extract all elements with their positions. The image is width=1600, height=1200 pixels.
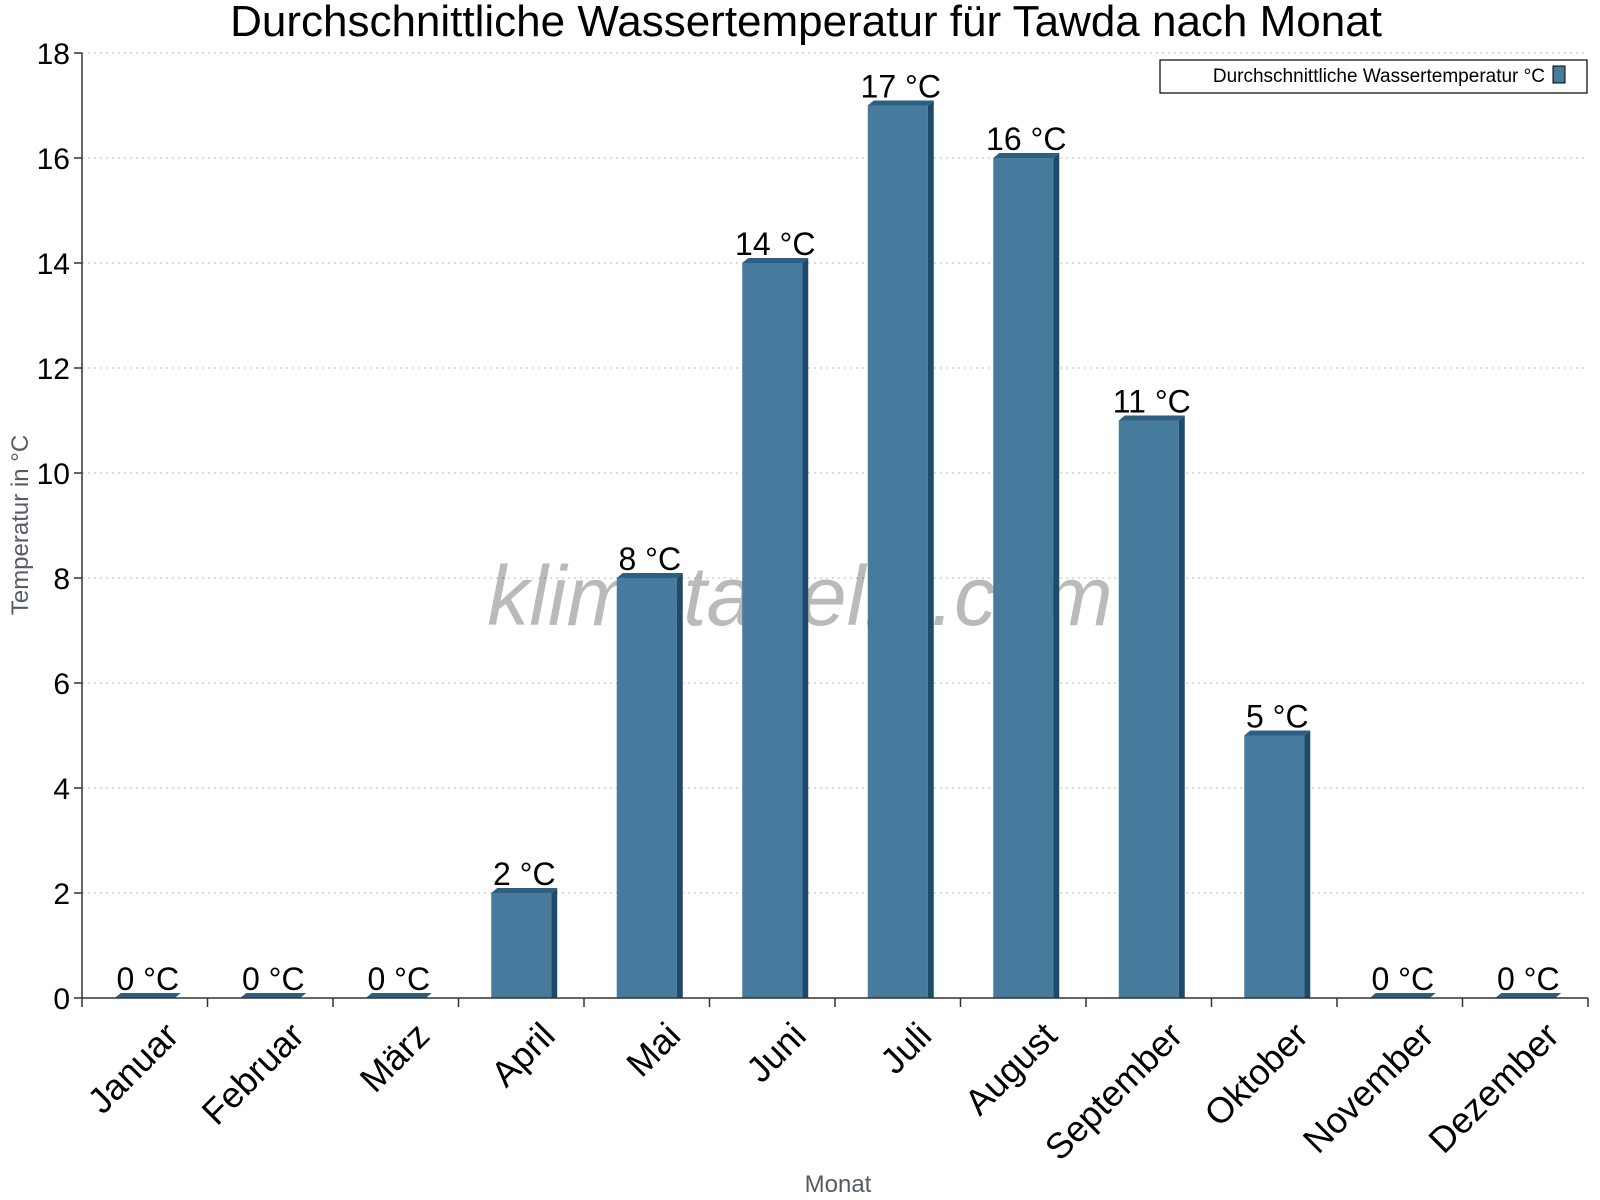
x-tick-label: September: [1037, 1014, 1191, 1168]
x-tick-label: Juli: [872, 1014, 939, 1081]
x-tick-label: Dezember: [1420, 1014, 1566, 1160]
bar-top: [742, 258, 809, 263]
data-label: 0 °C: [242, 961, 305, 997]
y-axis-label: Temperatur in °C: [7, 435, 34, 615]
data-label: 0 °C: [1497, 961, 1560, 997]
bar-side: [1178, 415, 1185, 998]
bar-top: [616, 573, 683, 578]
bar-group-november: [1369, 993, 1436, 998]
data-label: 0 °C: [367, 961, 430, 997]
bar: [742, 263, 803, 998]
bar-top: [491, 888, 558, 893]
bar-group-februar: [240, 993, 307, 998]
data-label: 16 °C: [986, 121, 1066, 157]
bar-group-oktober: [1244, 730, 1311, 998]
y-tick-label: 10: [37, 458, 70, 491]
bar-side: [802, 258, 809, 998]
legend-swatch: [1552, 65, 1566, 84]
bar-side: [676, 573, 683, 998]
bar-group-märz: [365, 993, 432, 998]
bar-top: [1495, 993, 1562, 998]
x-tick-label: März: [352, 1014, 438, 1100]
bar-group-juli: [867, 100, 934, 998]
bar-top: [1244, 730, 1311, 736]
data-label: 17 °C: [861, 69, 941, 105]
bar-group-september: [1118, 415, 1185, 998]
bar: [867, 105, 928, 998]
x-tick-label: Oktober: [1196, 1014, 1316, 1134]
y-tick-label: 0: [53, 983, 70, 1016]
y-tick-label: 16: [37, 143, 70, 176]
bar-group-april: [491, 888, 558, 998]
data-label: 2 °C: [493, 856, 556, 892]
data-label: 5 °C: [1246, 699, 1309, 735]
legend: Durchschnittliche Wassertemperatur °C: [1159, 59, 1588, 94]
legend-swatch-rect: [1552, 65, 1566, 84]
bar-top: [114, 993, 181, 998]
bar-group-august: [993, 153, 1060, 998]
chart-title: Durchschnittliche Wassertemperatur für T…: [230, 0, 1382, 46]
legend-label: Durchschnittliche Wassertemperatur °C: [1213, 66, 1545, 87]
bar: [491, 893, 552, 998]
x-tick-label: Februar: [194, 1014, 312, 1132]
bar-top: [1118, 415, 1185, 421]
y-tick-label: 6: [53, 668, 70, 701]
y-tick-label: 4: [53, 773, 70, 806]
x-tick-label: Januar: [79, 1014, 186, 1121]
grid-layer: [82, 52, 1588, 894]
y-tick-label: 18: [37, 38, 70, 71]
y-tick-label: 2: [53, 878, 70, 911]
x-tick-label: Mai: [618, 1014, 688, 1084]
data-label: 8 °C: [618, 541, 681, 577]
bar-top: [993, 153, 1060, 158]
data-label: 0 °C: [1371, 961, 1434, 997]
bar-top: [240, 993, 307, 998]
data-label: 0 °C: [116, 961, 179, 997]
bar-group-mai: [616, 573, 683, 998]
x-tick-label: April: [483, 1014, 563, 1094]
y-tick-label: 14: [37, 248, 70, 281]
x-tick-label: November: [1295, 1014, 1441, 1160]
bar-side: [1053, 153, 1060, 998]
bar: [993, 158, 1054, 998]
bar-side: [1304, 730, 1311, 998]
data-label: 11 °C: [1113, 384, 1191, 420]
legend-box: [1159, 59, 1588, 94]
bar-side: [551, 888, 558, 998]
y-tick-label: 8: [53, 563, 70, 596]
bar-top: [365, 993, 432, 998]
bar-top: [1369, 993, 1436, 998]
bar-side: [927, 100, 934, 998]
bar: [616, 578, 677, 998]
data-label: 14 °C: [735, 226, 815, 262]
bar: [1244, 735, 1305, 998]
x-tick-label: August: [956, 1014, 1064, 1122]
bar-group-januar: [114, 993, 181, 998]
bars-layer: [114, 100, 1562, 998]
y-tick-label: 12: [37, 353, 70, 386]
x-axis-label: Monat: [805, 1171, 872, 1198]
bar-group-dezember: [1495, 993, 1562, 998]
bar-group-juni: [742, 258, 809, 998]
x-tick-label: Juni: [738, 1014, 814, 1090]
bar-top: [867, 100, 934, 106]
bar: [1118, 420, 1179, 998]
labels-layer: 0 °C 0 °C 0 °C 2 °C 8 °C 14 °C 17 °C 16 °C 11 °C…: [116, 69, 1559, 998]
